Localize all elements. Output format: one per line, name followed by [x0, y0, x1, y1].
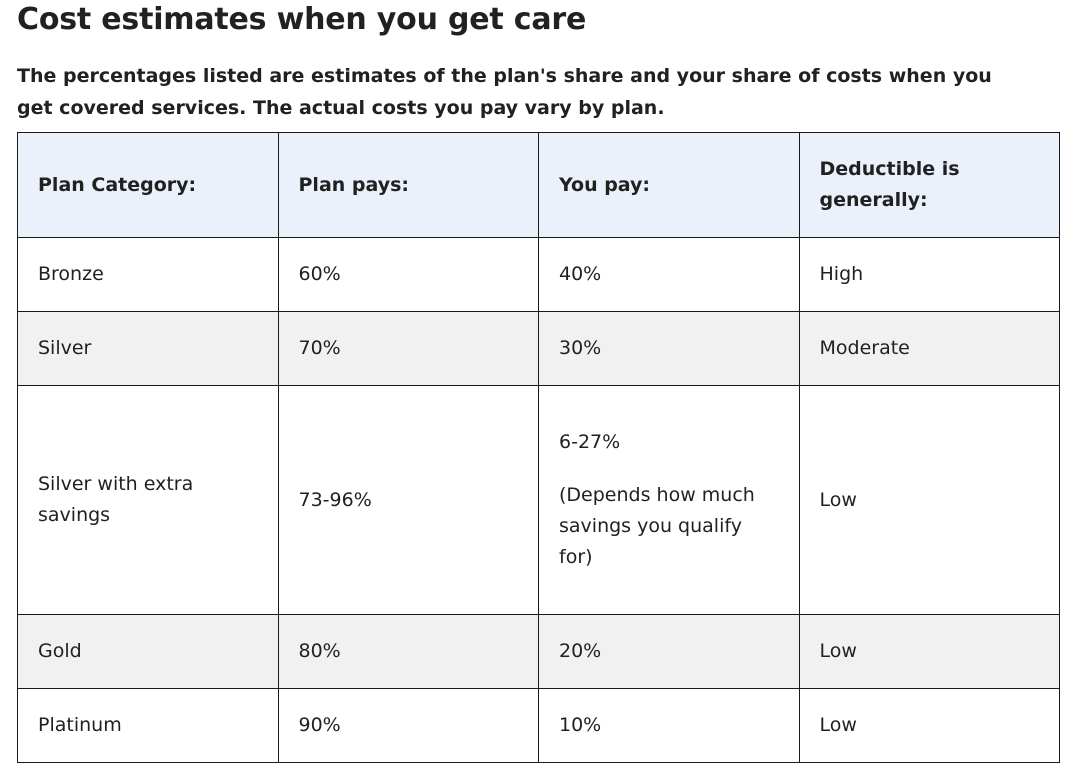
header-plan-pays: Plan pays:: [277, 132, 539, 238]
cell-plan-category: Silver with extra savings: [17, 385, 279, 615]
cell-you-pay: 40%: [538, 237, 800, 312]
header-you-pay: You pay:: [538, 132, 800, 238]
table-row: Gold 80% 20% Low: [17, 614, 1060, 689]
cell-plan-category: Bronze: [17, 237, 279, 312]
cell-deductible: Low: [798, 688, 1060, 763]
header-deductible: Deductible is generally:: [798, 132, 1060, 238]
table-header-row: Plan Category: Plan pays: You pay: Deduc…: [17, 132, 1060, 238]
intro-paragraph: The percentages listed are estimates of …: [17, 65, 992, 119]
you-pay-value: 6-27%: [559, 431, 621, 453]
cell-you-pay: 10%: [538, 688, 800, 763]
cell-deductible: Low: [798, 385, 1060, 615]
cell-deductible: High: [798, 237, 1060, 312]
table-row: Silver 70% 30% Moderate: [17, 311, 1060, 386]
cell-deductible: Moderate: [798, 311, 1060, 386]
cell-plan-category: Silver: [17, 311, 279, 386]
header-plan-category: Plan Category:: [17, 132, 279, 238]
cell-you-pay: 30%: [538, 311, 800, 386]
cell-deductible: Low: [798, 614, 1060, 689]
content-section: Cost estimates when you get care The per…: [17, 0, 1060, 763]
cell-plan-pays: 60%: [277, 237, 539, 312]
section-heading: Cost estimates when you get care: [17, 2, 587, 37]
cell-plan-pays: 80%: [277, 614, 539, 689]
cell-plan-category: Gold: [17, 614, 279, 689]
you-pay-note: (Depends how much savings you qualify fo…: [559, 484, 755, 568]
cell-plan-category: Platinum: [17, 688, 279, 763]
cell-plan-pays: 90%: [277, 688, 539, 763]
cost-estimates-table: Plan Category: Plan pays: You pay: Deduc…: [17, 132, 1060, 763]
table-row: Silver with extra savings 73-96% 6-27% (…: [17, 385, 1060, 615]
cell-you-pay: 6-27% (Depends how much savings you qual…: [538, 385, 800, 615]
cell-plan-pays: 73-96%: [277, 385, 539, 615]
table-row: Platinum 90% 10% Low: [17, 688, 1060, 763]
table-row: Bronze 60% 40% High: [17, 237, 1060, 312]
cell-plan-pays: 70%: [277, 311, 539, 386]
cell-you-pay: 20%: [538, 614, 800, 689]
